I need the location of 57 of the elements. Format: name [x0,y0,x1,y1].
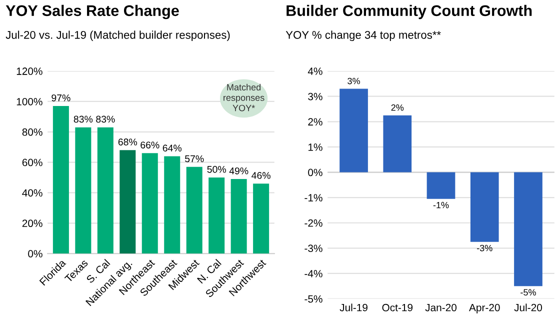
bar [120,150,136,254]
bar [52,106,69,254]
data-label: 50% [207,166,226,173]
bar [230,179,247,254]
data-label: 2% [391,104,404,111]
y-tick-label: 0% [28,250,42,258]
y-tick-label: 2% [308,118,322,126]
y-tick-label: -1% [304,194,322,202]
chart-subtitle: Jul-20 vs. Jul-19 (Matched builder responses) [6,30,230,42]
x-tick-label: Apr-20 [469,304,500,314]
y-tick-label: 3% [308,92,322,100]
y-tick-label: 0% [308,168,322,176]
data-label: 3% [348,78,360,84]
bar [142,153,158,254]
data-label: 83% [74,116,93,123]
data-label: 68% [118,138,138,146]
chart-subtitle: YOY % change 34 top metros** [286,30,441,42]
y-tick-label: -3% [304,244,322,252]
bar [514,172,542,286]
chart-title: YOY Sales Rate Change [6,4,179,20]
x-tick-label: Oct-19 [382,304,413,312]
x-tick-label: Jul-19 [340,304,368,312]
data-label: 66% [140,142,160,148]
data-label: 57% [185,155,204,162]
y-tick-label: -5% [304,295,322,303]
x-tick-label: Jan-20 [425,304,457,312]
bar [208,178,225,254]
y-tick-label: 20% [22,220,42,228]
data-label: 83% [96,116,115,123]
bar [186,166,202,254]
y-tick-label: 4% [308,68,322,75]
bar [383,115,412,172]
bar [253,184,270,254]
data-label: -5% [520,289,536,296]
bar [97,127,114,254]
y-tick-label: -4% [304,270,322,278]
annotation: Matched responses YOY* [224,84,264,112]
data-label: -1% [433,202,449,208]
bar [470,172,499,242]
y-tick-label: 80% [22,128,42,136]
bar [426,172,456,199]
data-label: 97% [52,94,70,102]
data-label: 64% [162,144,182,152]
y-tick-label: 60% [22,158,42,166]
x-tick-label: Jul-20 [514,304,542,312]
y-tick-label: -2% [304,219,322,227]
y-tick-label: 40% [22,189,42,197]
bar [164,156,180,254]
bar [340,88,368,172]
data-label: 49% [229,167,248,174]
data-label: -3% [476,244,492,252]
y-tick-label: 100% [16,98,42,106]
y-tick-label: 1% [308,144,322,151]
y-tick-label: 120% [16,68,42,75]
data-label: 46% [252,172,270,179]
bar [75,127,92,254]
chart-title: Builder Community Count Growth [286,4,532,20]
